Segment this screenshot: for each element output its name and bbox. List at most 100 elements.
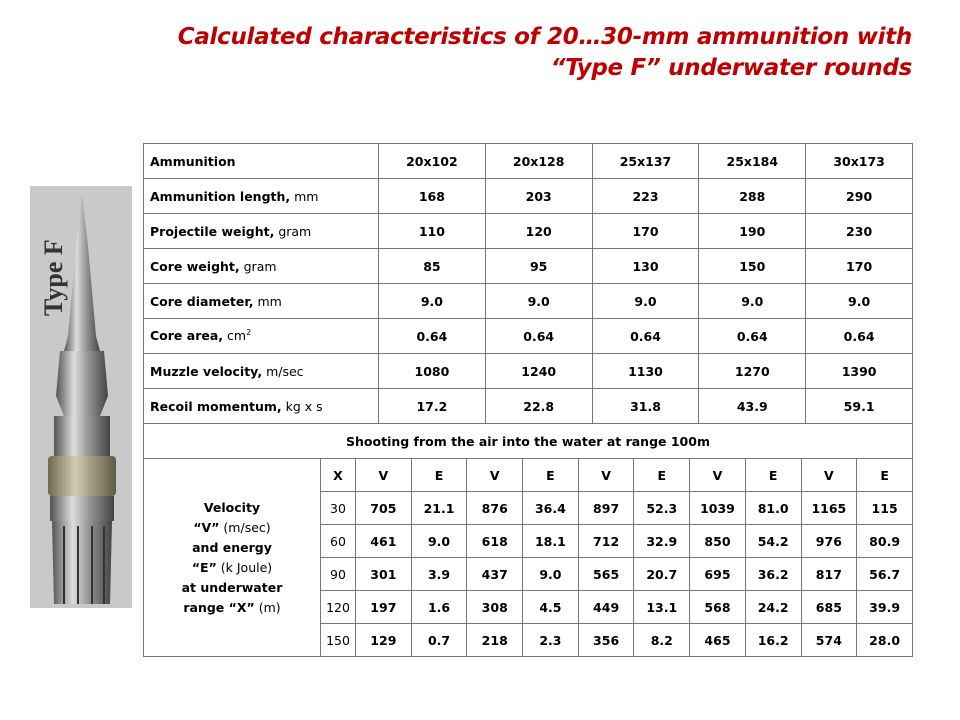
header-cell: E bbox=[522, 458, 579, 492]
row-label: Muzzle velocity, m/sec bbox=[143, 353, 379, 389]
cell: 129 bbox=[355, 623, 412, 657]
body bbox=[54, 416, 110, 456]
cell: 170 bbox=[805, 248, 913, 284]
cell: 0.64 bbox=[698, 318, 807, 354]
cell: 0.7 bbox=[410, 623, 468, 657]
table: Velocity “V” (m/sec) and energy “E” (k Joul… bbox=[143, 458, 913, 657]
header-row: Ammunition 20x102 20x128 25x137 25x184 30x173 bbox=[143, 143, 913, 179]
label-line: “E” (k Joule) bbox=[145, 558, 320, 578]
row: Muzzle velocity, m/sec 1080 1240 1130 1270 13… bbox=[143, 353, 913, 389]
header-cell: E bbox=[410, 458, 468, 492]
cell: 705 bbox=[355, 491, 412, 525]
cell: 461 bbox=[355, 524, 412, 558]
cell: 17.2 bbox=[378, 388, 486, 424]
band bbox=[48, 456, 116, 496]
label-name: Core area, bbox=[150, 328, 224, 344]
projectile-photo: Type F bbox=[30, 186, 132, 608]
header-cell: 25x184 bbox=[698, 143, 807, 179]
cell: 80.9 bbox=[856, 524, 913, 558]
label-name: Core weight, bbox=[150, 258, 240, 274]
fins bbox=[63, 526, 105, 604]
cell: 203 bbox=[484, 178, 593, 214]
label-unit: gram bbox=[239, 258, 277, 274]
row-label: Projectile weight, gram bbox=[143, 213, 379, 249]
cell: 32.9 bbox=[633, 524, 691, 558]
cell: 20.7 bbox=[633, 557, 691, 591]
cell: 9.0 bbox=[410, 524, 468, 558]
label-bold: at underwater bbox=[181, 579, 283, 595]
cell: 301 bbox=[355, 557, 412, 591]
label-bold: range “X” bbox=[183, 599, 255, 615]
row-label: Core area, cm2 bbox=[143, 318, 379, 354]
cell: 1.6 bbox=[410, 590, 468, 624]
cell: 170 bbox=[591, 213, 700, 249]
row: 150 129 0.7 218 2.3 356 8.2 465 16.2 574 28.0 bbox=[144, 623, 913, 657]
cell: 218 bbox=[466, 623, 524, 657]
cell: 95 bbox=[484, 248, 593, 284]
cell: 4.5 bbox=[522, 590, 579, 624]
cell: 1240 bbox=[484, 353, 593, 389]
row-label: Ammunition length, mm bbox=[143, 178, 379, 214]
label-unit: mm bbox=[253, 293, 282, 309]
header-cell: 25x137 bbox=[591, 143, 700, 179]
cell: 18.1 bbox=[522, 524, 579, 558]
cell: 288 bbox=[698, 178, 807, 214]
cell: 115 bbox=[856, 491, 913, 525]
label-name: Recoil momentum, bbox=[150, 398, 282, 414]
cell: 230 bbox=[805, 213, 913, 249]
title-line: “Type F” underwater rounds bbox=[550, 55, 913, 81]
label-name: Muzzle velocity, bbox=[150, 363, 263, 379]
header-cell: V bbox=[689, 458, 746, 492]
row-label: Core diameter, mm bbox=[143, 283, 379, 319]
label-unit: m/sec bbox=[262, 363, 304, 379]
cell: 9.0 bbox=[698, 283, 807, 319]
row: 60 461 9.0 618 18.1 712 32.9 850 54.2 976 80.9 bbox=[144, 524, 913, 558]
cell: 0.64 bbox=[805, 318, 913, 354]
cell: 565 bbox=[577, 557, 635, 591]
label-bold: “E” bbox=[191, 559, 217, 575]
cell: 290 bbox=[805, 178, 913, 214]
label-unit: gram bbox=[274, 223, 312, 239]
image-label: Type F bbox=[39, 239, 68, 316]
cell: 3.9 bbox=[410, 557, 468, 591]
cell: 1130 bbox=[591, 353, 700, 389]
cell: 817 bbox=[800, 557, 858, 591]
row: Ammunition length, mm 168 203 223 288 290 bbox=[143, 178, 913, 214]
cell: 897 bbox=[577, 491, 635, 525]
cell: 120 bbox=[320, 590, 356, 624]
cell: 1039 bbox=[689, 491, 746, 525]
cell: 56.7 bbox=[856, 557, 913, 591]
cell: 356 bbox=[577, 623, 635, 657]
cell: 24.2 bbox=[744, 590, 802, 624]
cell: 168 bbox=[378, 178, 486, 214]
cell: 59.1 bbox=[805, 388, 913, 424]
row: Projectile weight, gram 110 120 170 190 230 bbox=[143, 213, 913, 249]
cell: 0.64 bbox=[378, 318, 486, 354]
cell: 9.0 bbox=[805, 283, 913, 319]
label-line: range “X” (m) bbox=[145, 598, 320, 618]
cell: 568 bbox=[689, 590, 746, 624]
cell: 8.2 bbox=[633, 623, 691, 657]
cell: 876 bbox=[466, 491, 524, 525]
cell: 9.0 bbox=[522, 557, 579, 591]
cell: 0.64 bbox=[591, 318, 700, 354]
header-cell: V bbox=[355, 458, 412, 492]
header-cell: V bbox=[577, 458, 635, 492]
cell: 190 bbox=[698, 213, 807, 249]
cell: 437 bbox=[466, 557, 524, 591]
cell: 13.1 bbox=[633, 590, 691, 624]
nose bbox=[64, 194, 100, 351]
cell: 16.2 bbox=[744, 623, 802, 657]
row-label: Recoil momentum, kg x s bbox=[143, 388, 379, 424]
cell: 695 bbox=[689, 557, 746, 591]
tail bbox=[52, 521, 112, 604]
title-line: Calculated characteristics of 20…30-mm a… bbox=[177, 24, 913, 50]
header-cell: E bbox=[744, 458, 802, 492]
cell: 197 bbox=[355, 590, 412, 624]
label-bold: and energy bbox=[192, 539, 272, 555]
label-line: “V” (m/sec) bbox=[145, 518, 320, 538]
cell: 54.2 bbox=[744, 524, 802, 558]
row: Core diameter, mm 9.0 9.0 9.0 9.0 9.0 bbox=[143, 283, 913, 319]
cell: 31.8 bbox=[591, 388, 700, 424]
row-label: Core weight, gram bbox=[143, 248, 379, 284]
